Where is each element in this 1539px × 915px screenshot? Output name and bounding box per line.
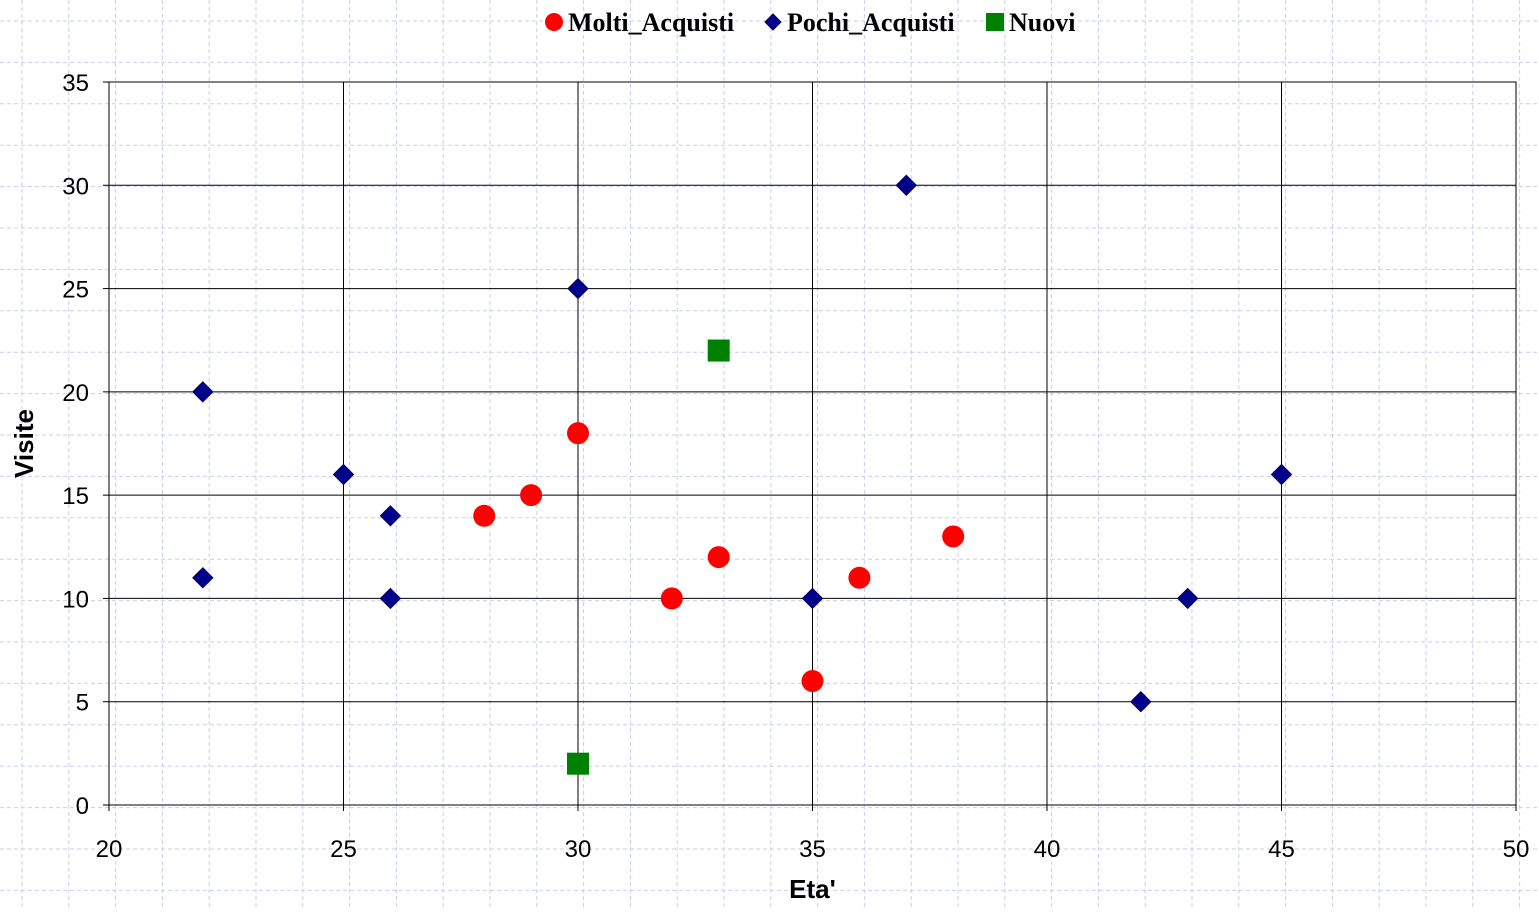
data-point xyxy=(707,339,730,362)
data-point xyxy=(707,546,730,569)
legend-label: Pochi_Acquisti xyxy=(787,8,955,37)
y-tick-label: 35 xyxy=(62,70,89,97)
data-point xyxy=(1176,587,1199,610)
data-point xyxy=(567,422,589,445)
legend-label: Nuovi xyxy=(1009,8,1075,37)
data-point xyxy=(473,504,496,527)
data-point xyxy=(332,463,355,486)
data-point xyxy=(848,566,871,589)
series-pochi-acquisti xyxy=(192,174,1293,713)
y-tick-label: 0 xyxy=(76,793,89,820)
x-axis-title: Eta' xyxy=(789,874,836,904)
series-molti-acquisti xyxy=(473,422,965,693)
x-tick-label: 50 xyxy=(1503,836,1530,863)
x-tick-label: 45 xyxy=(1268,836,1295,863)
x-tick-label: 35 xyxy=(799,836,826,863)
y-axis-ticks: 0 5 10 15 20 25 30 35 xyxy=(62,70,109,820)
x-tick-label: 40 xyxy=(1034,836,1061,863)
y-tick-label: 30 xyxy=(62,173,89,200)
x-tick-label: 20 xyxy=(96,836,123,863)
data-point xyxy=(660,587,683,610)
data-point xyxy=(1270,463,1293,486)
data-point xyxy=(567,752,589,775)
y-tick-label: 10 xyxy=(62,586,89,613)
data-point xyxy=(192,567,214,589)
data-point xyxy=(942,525,965,548)
x-tick-label: 25 xyxy=(330,836,357,863)
data-point xyxy=(567,277,589,300)
legend-marker-molti-acquisti xyxy=(545,13,563,31)
plot-gridlines xyxy=(108,81,1517,806)
data-point xyxy=(895,174,918,196)
legend-label: Molti_Acquisti xyxy=(568,8,734,37)
legend: Molti_Acquisti Pochi_Acquisti Nuovi xyxy=(545,8,1075,37)
data-point xyxy=(1130,691,1152,713)
legend-marker-pochi-acquisti xyxy=(764,13,782,31)
y-tick-label: 20 xyxy=(62,380,89,407)
y-tick-label: 25 xyxy=(62,277,89,304)
data-point xyxy=(801,670,824,693)
data-point xyxy=(192,381,214,403)
series-nuovi xyxy=(567,339,730,775)
x-axis-ticks: 20 25 30 35 40 45 50 xyxy=(96,805,1530,863)
y-tick-label: 15 xyxy=(62,483,89,510)
data-point xyxy=(379,587,402,610)
x-tick-label: 30 xyxy=(565,836,592,863)
data-points xyxy=(192,174,1293,775)
data-point xyxy=(801,587,824,610)
y-axis-title: Visite xyxy=(9,409,39,478)
data-point xyxy=(520,484,543,507)
legend-marker-nuovi xyxy=(986,13,1004,31)
data-point xyxy=(379,505,402,527)
y-tick-label: 5 xyxy=(76,690,89,717)
